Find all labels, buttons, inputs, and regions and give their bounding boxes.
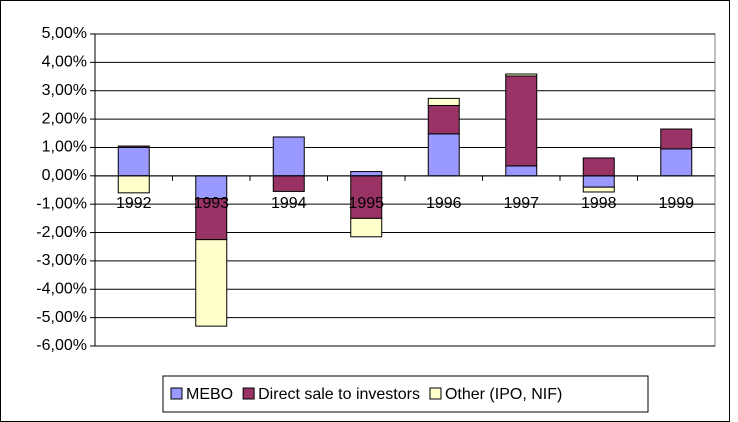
bar-segment [505, 165, 538, 177]
bar-segment [427, 104, 460, 135]
x-tick-label: 1992 [116, 195, 152, 212]
bar-segment [505, 75, 538, 167]
bar-segment [582, 157, 615, 177]
x-tick-label: 1999 [658, 195, 694, 212]
bar-segment [427, 133, 460, 177]
bar-segment [350, 171, 383, 177]
bar-segment [660, 128, 693, 150]
x-tick-label: 1994 [271, 195, 307, 212]
bar-segment [350, 175, 383, 219]
bar-segment [117, 145, 150, 148]
x-tick-label: 1998 [581, 195, 617, 212]
y-tick-label: 3,00% [42, 82, 87, 99]
legend-swatch [242, 387, 255, 400]
y-tick-label: -4,00% [36, 280, 87, 297]
legend-label: Direct sale to investors [258, 386, 420, 403]
x-tick-label: 1996 [426, 195, 462, 212]
y-tick-label: -6,00% [36, 337, 87, 354]
y-tick-label: -5,00% [36, 309, 87, 326]
y-tick-label: 5,00% [42, 25, 87, 42]
legend-label: MEBO [186, 386, 233, 403]
bar-segment [195, 198, 228, 241]
y-tick-label: 4,00% [42, 54, 87, 71]
bar-segment [195, 239, 228, 327]
bar-segment [505, 73, 538, 77]
x-tick-label: 1993 [193, 195, 229, 212]
bar-segment [350, 217, 383, 238]
bar-segment [272, 175, 305, 192]
x-tick-label: 1997 [503, 195, 539, 212]
bar-segment [427, 97, 460, 106]
y-tick-label: -1,00% [36, 195, 87, 212]
y-tick-label: 2,00% [42, 110, 87, 127]
y-tick-label: 1,00% [42, 139, 87, 156]
legend-swatch [170, 387, 183, 400]
plot-area [94, 33, 716, 347]
y-tick-label: -3,00% [36, 252, 87, 269]
bar-segment [117, 175, 150, 194]
x-tick-label: 1995 [348, 195, 384, 212]
bar-segment [272, 136, 305, 177]
y-tick-label: -2,00% [36, 224, 87, 241]
bar-segment [117, 146, 150, 177]
bar-segment [582, 175, 615, 188]
bar-segment [582, 186, 615, 193]
legend-label: Other (IPO, NIF) [445, 386, 562, 403]
bar-segment [660, 148, 693, 177]
y-tick-label: 0,00% [42, 167, 87, 184]
legend-swatch [429, 387, 442, 400]
